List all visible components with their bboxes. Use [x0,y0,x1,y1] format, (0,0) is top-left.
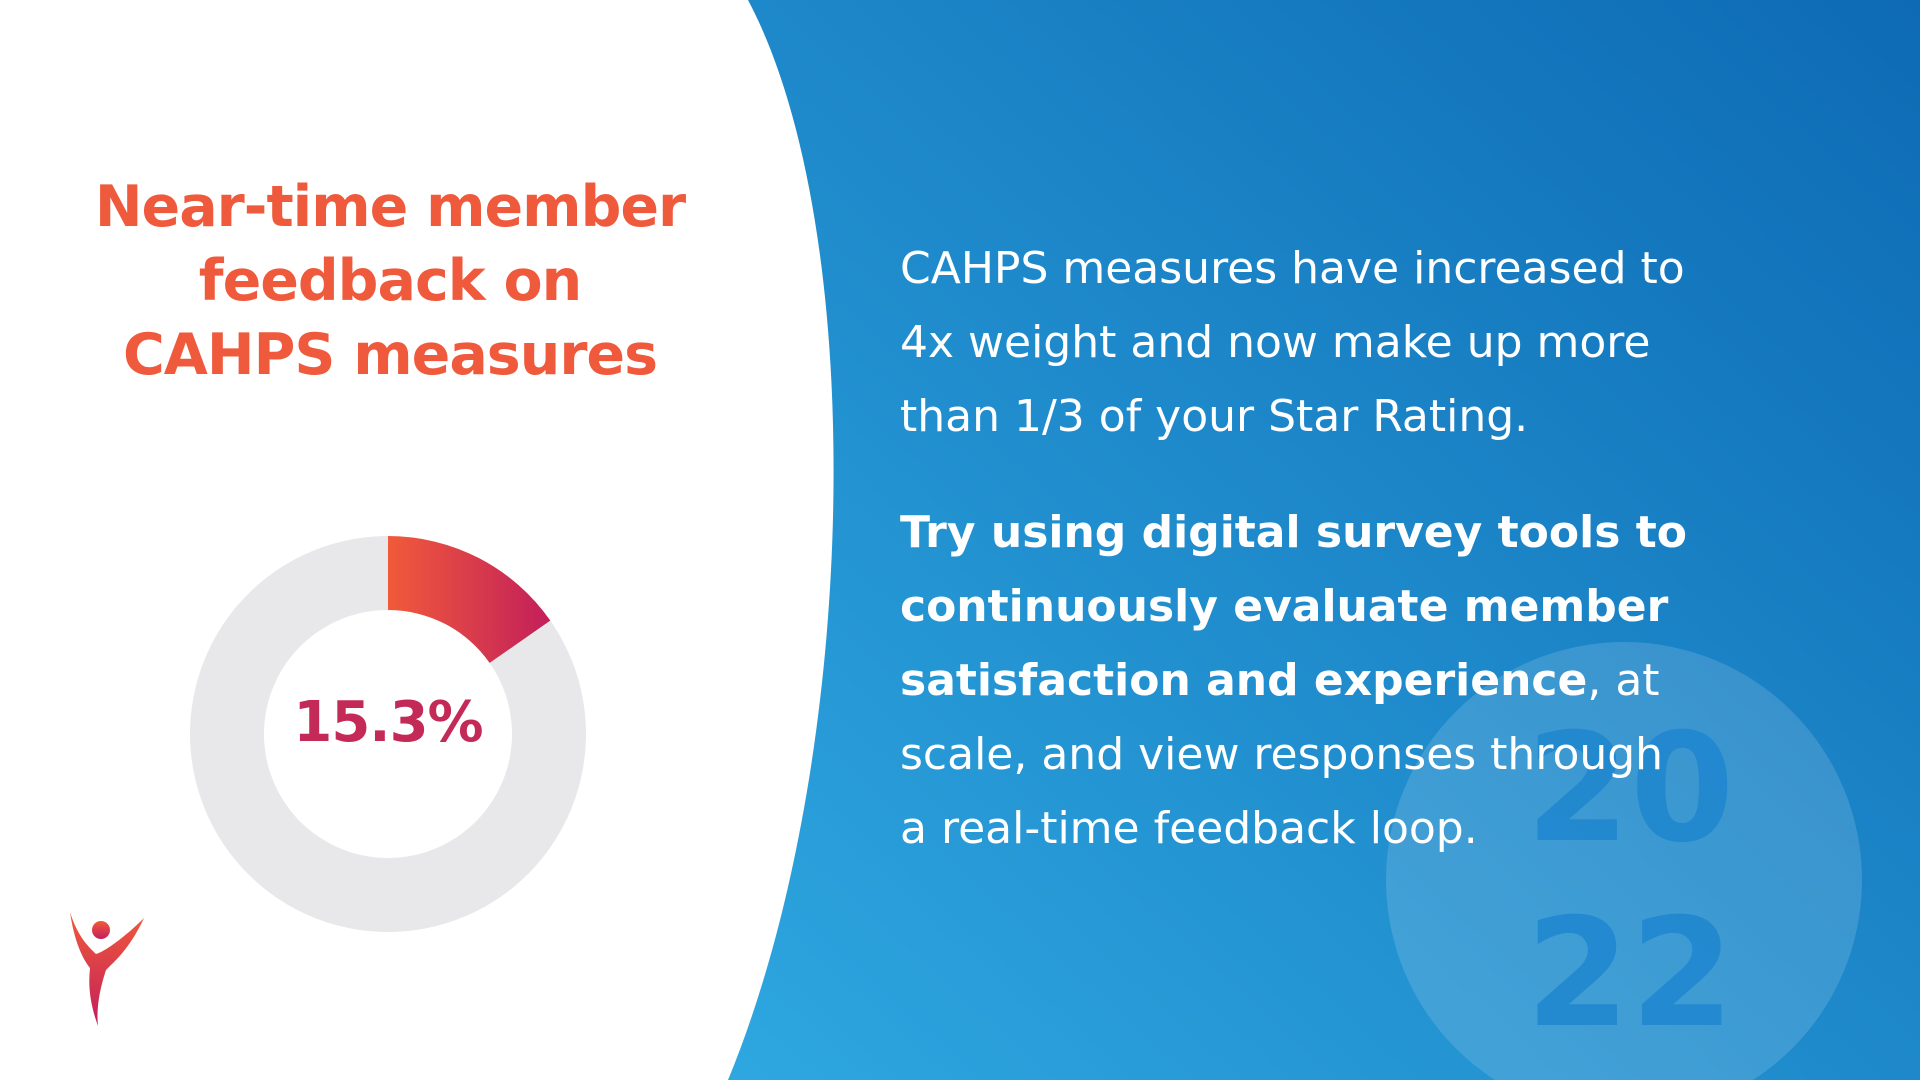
paragraph-1-line-3: than 1/3 of your Star Rating. [900,391,1529,442]
donut-slice-highlight [388,536,551,664]
watermark-circle [1386,642,1862,1080]
donut-chart [190,536,587,932]
paragraph-2: Try using digital survey tools to contin… [900,496,1860,866]
paragraph-2-line-4: scale, and view responses through [900,729,1664,780]
paragraph-2-bold-line-1: Try using digital survey tools to [900,507,1687,558]
donut-center-value: 15.3% [293,690,483,755]
paragraph-2-bold-line-2: continuously evaluate member [900,581,1669,632]
donut-slice-remainder [190,536,587,932]
blue-panel [728,0,1920,1080]
body-text: CAHPS measures have increased to 4x weig… [900,232,1860,866]
logo-head [92,921,110,939]
chart-heading: Near-time member feedback on CAHPS measu… [40,170,740,392]
heading-line-1: Near-time member [94,174,686,240]
heading-line-2: feedback on [198,248,582,314]
paragraph-1: CAHPS measures have increased to 4x weig… [900,232,1860,454]
paragraph-1-line-2: 4x weight and now make up more [900,317,1651,368]
heading-line-3: CAHPS measures [122,322,658,388]
paragraph-1-line-1: CAHPS measures have increased to [900,243,1685,294]
paragraph-2-bold-line-3: satisfaction and experience [900,655,1588,706]
logo-body [70,912,144,1026]
watermark-year-top: 20 [1526,702,1735,876]
paragraph-2-line-5: a real-time feedback loop. [900,803,1478,854]
watermark-year-bottom: 22 [1526,887,1735,1061]
paragraph-2-tail: , at [1587,655,1660,706]
figure-v-logo-icon [70,912,144,1026]
